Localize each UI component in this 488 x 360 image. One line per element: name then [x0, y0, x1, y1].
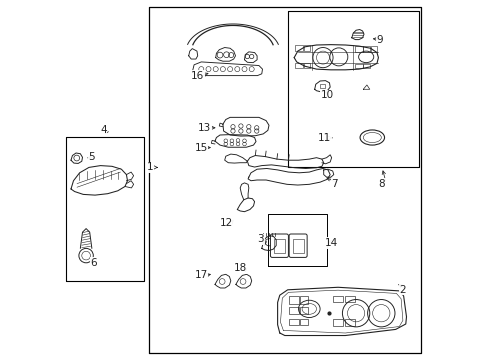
- Bar: [294, 63, 302, 68]
- Bar: [320, 84, 325, 88]
- Text: 8: 8: [378, 179, 385, 189]
- Text: 11: 11: [317, 133, 330, 143]
- Text: 3: 3: [257, 234, 264, 244]
- Bar: [332, 296, 343, 302]
- Bar: [300, 296, 307, 304]
- Bar: [303, 63, 310, 68]
- FancyBboxPatch shape: [270, 234, 288, 257]
- Bar: [292, 239, 303, 253]
- Text: 13: 13: [198, 123, 211, 133]
- Bar: [332, 319, 343, 326]
- Bar: [300, 307, 307, 314]
- Bar: [294, 45, 302, 51]
- Text: 1: 1: [146, 162, 153, 172]
- Text: 5: 5: [88, 152, 95, 162]
- Bar: [273, 239, 284, 253]
- Text: 4: 4: [100, 125, 106, 135]
- Text: 15: 15: [194, 143, 207, 153]
- Bar: [288, 307, 298, 314]
- Bar: [344, 296, 355, 302]
- Bar: [303, 45, 310, 51]
- Text: 9: 9: [375, 35, 382, 45]
- Text: 2: 2: [399, 285, 406, 295]
- Text: 7: 7: [330, 179, 337, 189]
- Bar: [355, 64, 362, 68]
- Bar: [288, 319, 298, 325]
- Text: 14: 14: [325, 238, 338, 248]
- Bar: [363, 46, 370, 52]
- Bar: [363, 64, 370, 68]
- Text: 12: 12: [220, 218, 233, 228]
- Bar: [300, 319, 307, 325]
- Text: 17: 17: [194, 270, 207, 280]
- Text: 16: 16: [191, 71, 204, 81]
- Text: 18: 18: [234, 263, 247, 273]
- Text: 10: 10: [320, 90, 333, 100]
- Bar: [370, 46, 376, 52]
- FancyBboxPatch shape: [288, 234, 306, 257]
- Bar: [355, 46, 362, 52]
- Bar: [288, 296, 298, 304]
- Bar: [344, 319, 355, 326]
- Text: 6: 6: [90, 258, 97, 268]
